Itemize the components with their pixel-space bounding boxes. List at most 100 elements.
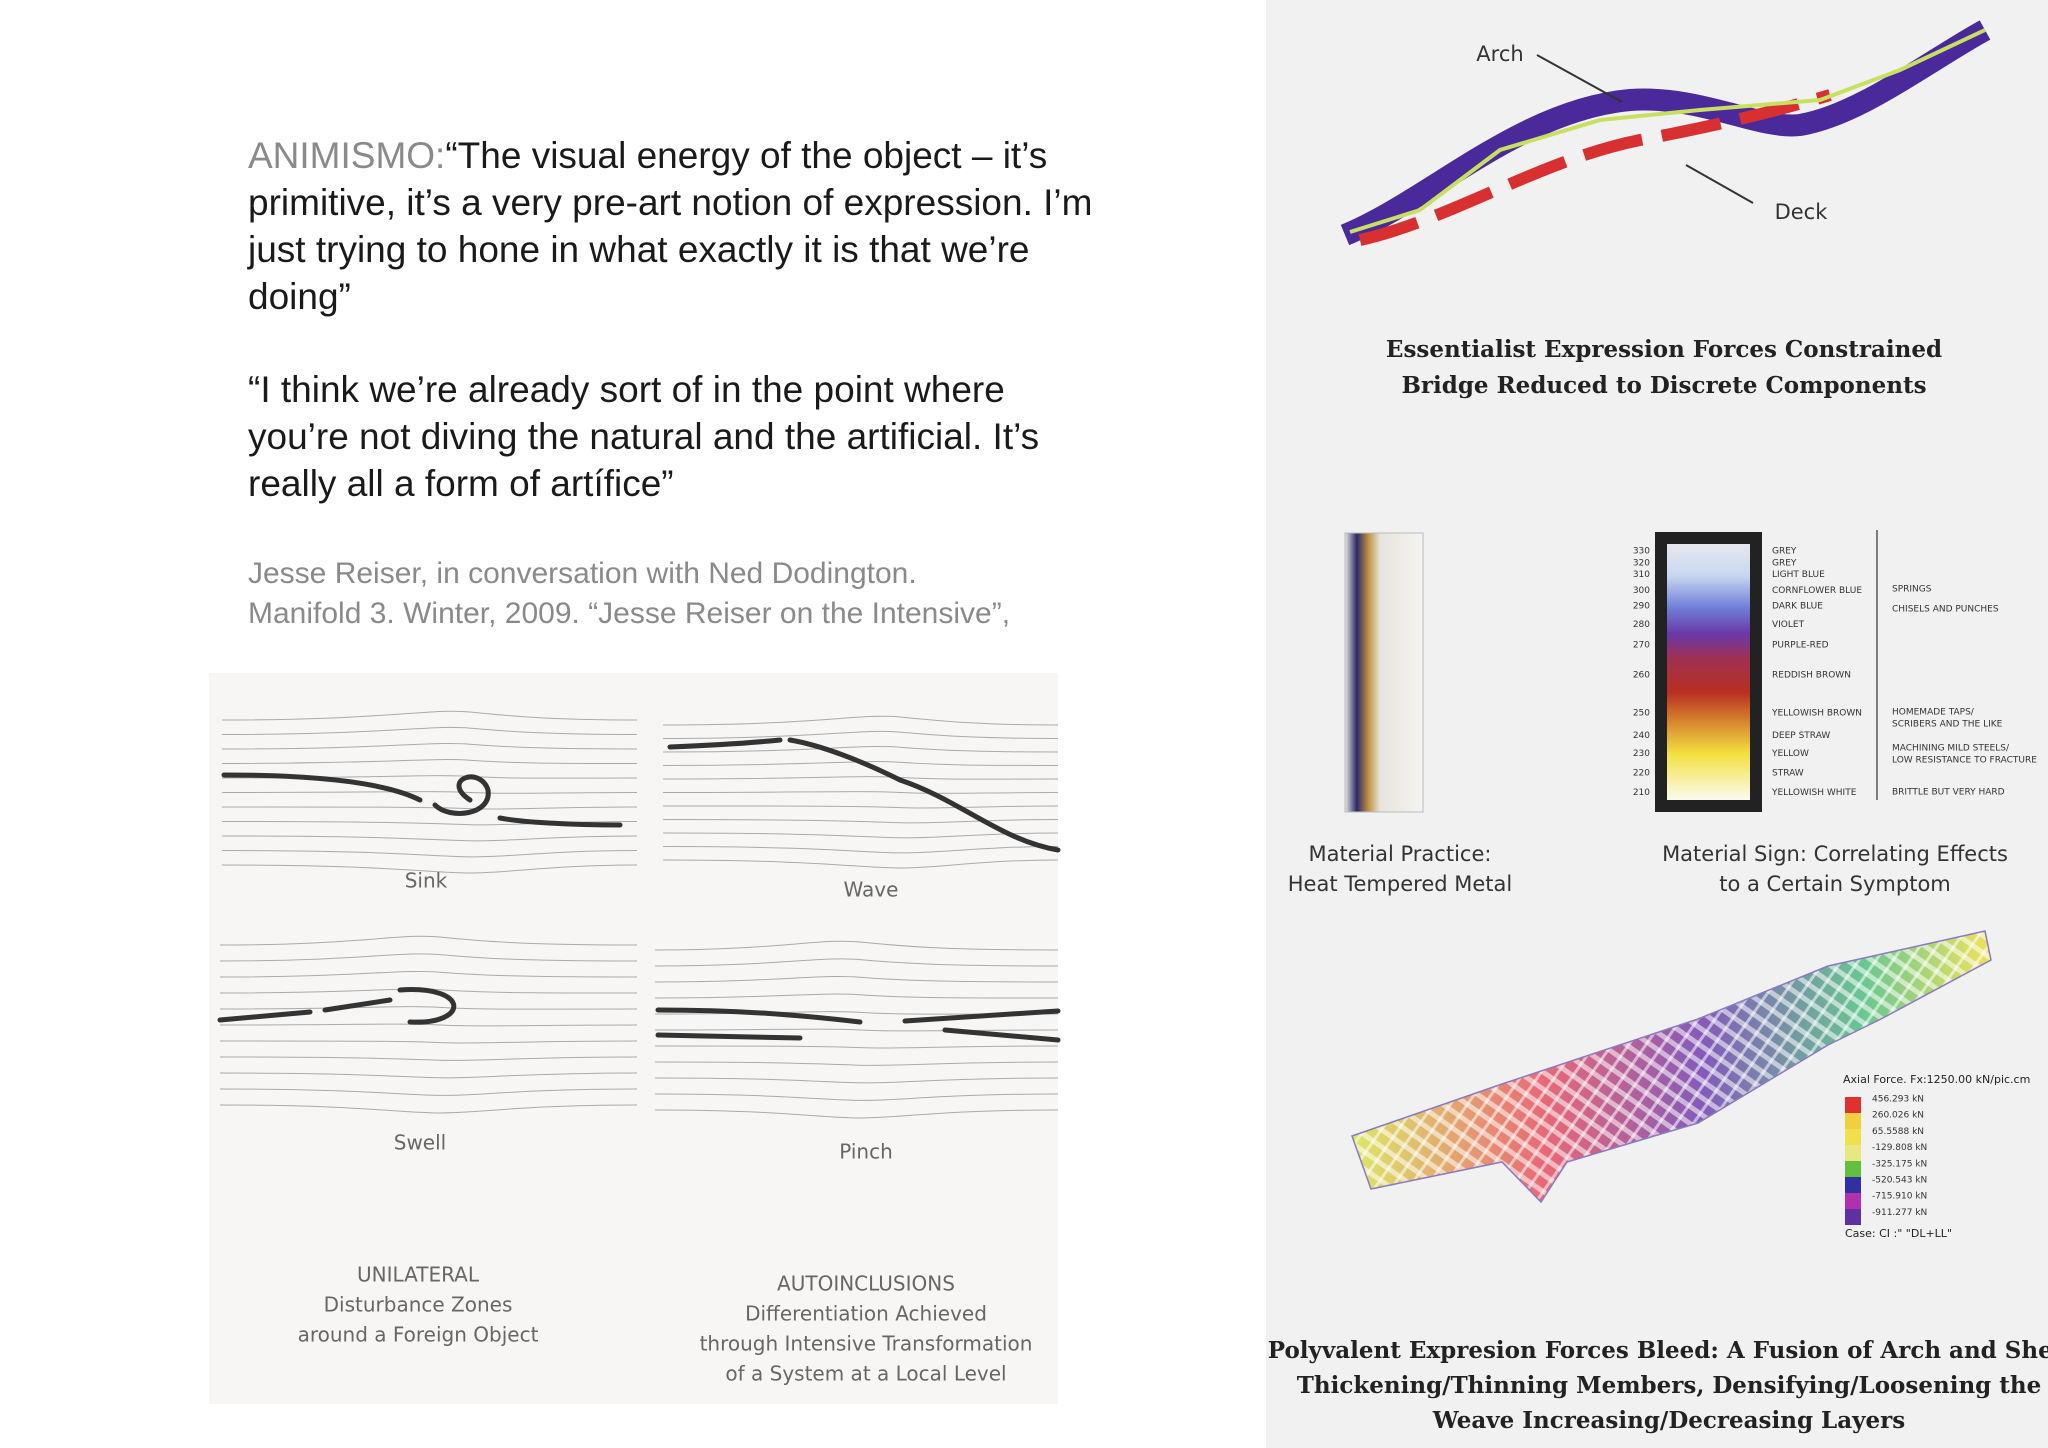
use-label: SPRINGS <box>1892 585 1932 595</box>
temperature: 320 <box>1633 558 1650 568</box>
streamline <box>662 730 1059 739</box>
caption-line: Polyvalent Expresion Forces Bleed: A Fus… <box>1268 1337 2048 1364</box>
streamline <box>662 859 1059 869</box>
streamline <box>654 975 1059 983</box>
temperature: 220 <box>1633 769 1650 779</box>
caption-line: to a Certain Symptom <box>1719 872 1951 896</box>
use-label: BRITTLE BUT VERY HARD <box>1892 788 2005 798</box>
caption-title: UNILATERAL <box>357 1263 480 1287</box>
caption-line: Material Practice: <box>1309 842 1492 866</box>
streamline <box>662 846 1059 854</box>
use-label: SCRIBERS AND THE LIKE <box>1892 720 2003 730</box>
panel-label: Wave <box>844 878 899 902</box>
quote-line: primitive, it’s a very pre-art notion of… <box>248 182 1092 223</box>
legend-value: 456.293 kN <box>1872 1095 1924 1105</box>
streamline <box>654 1109 1059 1119</box>
caption-title: AUTOINCLUSIONS <box>777 1272 955 1296</box>
use-label: MACHINING MILD STEELS/ <box>1892 744 2010 754</box>
temperature: 330 <box>1633 547 1650 557</box>
temperature: 310 <box>1633 570 1650 580</box>
quote-label: ANIMISMO: <box>248 135 445 176</box>
streamline <box>221 726 638 735</box>
streamline <box>219 1023 638 1027</box>
flow-arrow <box>667 737 783 750</box>
streamline <box>219 988 638 994</box>
temperature: 240 <box>1633 731 1650 741</box>
streamline <box>654 1077 1059 1084</box>
streamline <box>221 835 638 842</box>
use-label: CHISELS AND PUNCHES <box>1892 605 1999 615</box>
temperature: 270 <box>1633 641 1650 651</box>
streamline <box>654 1061 1059 1066</box>
streamline <box>654 1045 1059 1049</box>
caption-line: Differentiation Achieved <box>745 1302 987 1326</box>
caption-line: of a System at a Local Level <box>725 1362 1006 1386</box>
color-name: GREY <box>1772 558 1797 568</box>
streamline <box>662 745 1059 753</box>
flow-arrow <box>787 737 1061 853</box>
color-name: STRAW <box>1772 769 1804 779</box>
quote-text: “The visual energy of the object – it’s <box>445 135 1047 176</box>
quote-line: “I think we’re already sort of in the po… <box>248 369 1005 410</box>
temperature: 300 <box>1633 586 1650 596</box>
citation-line: Jesse Reiser, in conversation with Ned D… <box>248 557 917 590</box>
color-name: YELLOW <box>1771 749 1809 759</box>
temperature: 260 <box>1633 671 1650 681</box>
caption-line: Heat Tempered Metal <box>1288 872 1512 896</box>
legend-value: 260.026 kN <box>1872 1111 1924 1121</box>
caption-line: around a Foreign Object <box>298 1323 539 1347</box>
color-name: PURPLE-RED <box>1772 641 1829 651</box>
flow-arrow <box>655 1032 803 1041</box>
temperature: 210 <box>1633 788 1650 798</box>
streamline <box>221 742 638 750</box>
quote-line: just trying to hone in what exactly it i… <box>247 229 1029 270</box>
tempered-metal-strip <box>1344 532 1424 813</box>
caption-line: Essentialist Expression Forces Constrain… <box>1386 336 1942 363</box>
flow-arrow <box>221 772 423 803</box>
caption-line: Bridge Reduced to Discrete Components <box>1401 372 1926 399</box>
streamline <box>221 791 638 794</box>
streamline <box>662 791 1059 794</box>
legend-value: -520.543 kN <box>1872 1176 1927 1186</box>
streamline <box>221 806 638 810</box>
streamline <box>221 850 638 858</box>
streamline <box>662 715 1059 726</box>
flow-diagram-panel <box>209 673 1058 1404</box>
streamline <box>221 864 638 874</box>
color-name: GREY <box>1772 547 1797 557</box>
callout-label: Deck <box>1775 200 1829 224</box>
axial-force-swatches <box>1845 1097 1861 1225</box>
color-name: CORNFLOWER BLUE <box>1772 586 1862 596</box>
quote-line: ANIMISMO:“The visual energy of the objec… <box>248 135 1047 176</box>
citation-line: Manifold 3. Winter, 2009. “Jesse Reiser … <box>248 597 1010 630</box>
temperature: 290 <box>1633 601 1650 611</box>
caption-line: Weave Increasing/Decreasing Layers <box>1432 1407 1905 1434</box>
streamline <box>654 993 1059 999</box>
panel-label: Swell <box>394 1131 446 1155</box>
streamline <box>219 1056 638 1061</box>
flow-arrow <box>655 1007 863 1025</box>
legend-value: -715.910 kN <box>1872 1192 1927 1202</box>
flow-arrow <box>322 997 393 1013</box>
flow-arrow <box>217 1009 313 1023</box>
callout-label: Arch <box>1476 42 1523 66</box>
caption-line: Thickening/Thinning Members, Densifying/… <box>1297 1372 2041 1399</box>
shell-mesh <box>1351 930 1992 1204</box>
color-name: LIGHT BLUE <box>1772 570 1825 580</box>
streamline <box>219 1088 638 1096</box>
flow-arrow <box>942 1027 1061 1043</box>
temperature: 250 <box>1633 709 1650 719</box>
color-name: VIOLET <box>1772 620 1805 630</box>
streamline <box>219 1104 638 1114</box>
streamline <box>654 1093 1059 1101</box>
streamline <box>662 832 1059 839</box>
streamline <box>219 953 638 962</box>
legend-value: -911.277 kN <box>1872 1208 1927 1218</box>
color-name: DARK BLUE <box>1772 601 1823 611</box>
temperature: 280 <box>1633 620 1650 630</box>
quote-line: really all a form of artífice” <box>248 463 674 504</box>
streamline <box>219 1040 638 1044</box>
flow-lines <box>217 710 1061 1119</box>
